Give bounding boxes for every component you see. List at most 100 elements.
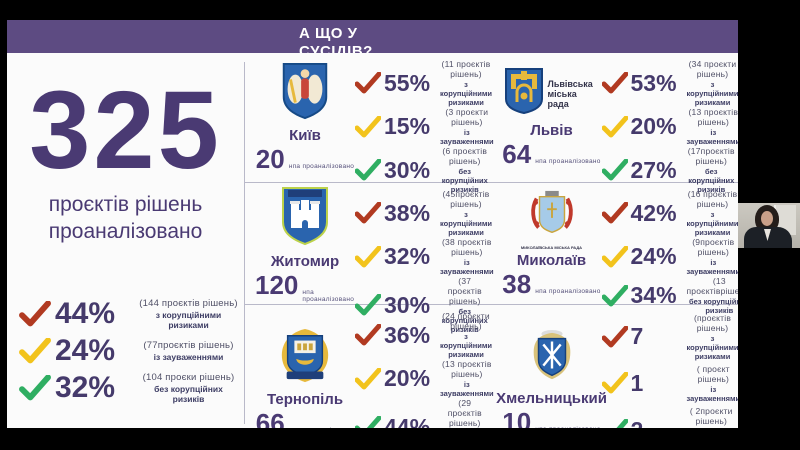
stat-value: 30%	[384, 291, 431, 318]
stat-value: 20%	[630, 113, 677, 139]
stat-note-count: (17проєктів рішень)	[687, 146, 735, 166]
stat-note-desc: з корупційними ризиками	[440, 80, 493, 107]
city-identity: МИКОЛАЇВСЬКА МІСЬКА РАДА Миколаїв 38 нпа…	[502, 187, 602, 302]
city-grid: Київ 20 нпа проаналізовано 55% (11 проєк…	[245, 53, 738, 428]
stat-note-desc: без корупційних ризиків	[688, 167, 735, 194]
stat-row-risks: 53% (34 проєкти рішень) з корупційними р…	[601, 59, 739, 107]
council-label: Львівська міська рада	[547, 78, 593, 109]
stat-note: (37 проєктів рішень) без корупційних риз…	[440, 276, 490, 334]
stat-note: (24 проєкти рішень) з корупційними ризик…	[440, 311, 492, 359]
city-identity: Львівська міська рада Львів 64 нпа проан…	[502, 57, 602, 180]
city-name: Тернопіль	[266, 391, 344, 408]
check-icon	[19, 374, 51, 401]
check-icon	[355, 72, 381, 94]
stat-row-risks: 55% (11 проєктів рішень) з корупційними …	[355, 59, 493, 107]
stat-note-desc: з корупційними ризиками	[686, 210, 739, 237]
stat-note: (29 проєктів рішень) без корупційних риз…	[440, 398, 490, 428]
stat-note: (13 проєктів рішень) із зауваженнями	[687, 107, 739, 146]
total-count: 325	[29, 69, 222, 192]
stat-note-count: (16 проєктів рішень)	[687, 189, 738, 209]
check-icon	[601, 325, 628, 348]
stat-note: (16 проєктів рішень) з корупційними ризи…	[687, 189, 739, 237]
slide-title-line2: СУСІДІВ?	[299, 43, 373, 53]
kyiv-crest-icon	[280, 62, 330, 125]
npa-count: 10	[502, 407, 532, 428]
stat-row-risks: 36% (24 проєкти рішень) з корупційними р…	[355, 311, 492, 359]
stat-value: 1	[630, 369, 644, 396]
npa-caption: нпа проаналізовано	[289, 427, 354, 428]
stat-note: (6 проєктів рішень) без корупційних ризи…	[440, 146, 490, 194]
city-card-mykolaiv: МИКОЛАЇВСЬКА МІСЬКА РАДА Миколаїв 38 нпа…	[491, 183, 739, 315]
stat-note: (45проєктів рішень) з корупційними ризик…	[440, 189, 492, 237]
stat-note-desc: з корупційними ризиками	[440, 332, 493, 359]
city-card-khmelnytskyi: Хмельницький 10 нпа проаналізовано 7 (пр…	[492, 305, 739, 428]
stat-value: 24%	[55, 333, 116, 367]
stat-value: 7	[630, 323, 644, 350]
check-icon	[355, 115, 381, 138]
check-icon	[19, 337, 51, 364]
slide-title: А ЩО У СУСІДІВ?	[299, 25, 373, 53]
stat-value: 15%	[384, 113, 431, 139]
check-icon	[355, 294, 381, 316]
check-icon	[355, 367, 381, 390]
npa-caption: нпа проаналізовано	[535, 158, 601, 165]
slide-header-bar: А ЩО У СУСІДІВ?	[7, 20, 738, 53]
stat-row-clean: 27% (17проєктів рішень) без корупційних …	[601, 146, 737, 194]
stat-note: (3 проєкти рішень) із зауваженнями	[440, 107, 494, 146]
stat-note-desc: з корупційними ризиками	[686, 80, 739, 107]
stat-note-desc: із зауваженнями	[686, 258, 739, 276]
check-icon	[355, 159, 381, 181]
city-stats: 7 (проєктів рішень) з корупційними ризик…	[601, 309, 739, 428]
stat-value: 55%	[384, 69, 431, 96]
npa-count: 38	[502, 269, 532, 299]
council-label: МИКОЛАЇВСЬКА МІСЬКА РАДА	[520, 245, 583, 250]
stat-note-count: ( 2проєкти рішень)	[689, 406, 733, 427]
stat-note: (34 проєкти рішень) з корупційними ризик…	[687, 59, 739, 107]
stat-value: 32%	[55, 370, 116, 404]
city-identity: Тернопіль 66 нпа проаналізовано	[255, 309, 355, 428]
stat-note-count: (29 проєктів рішень)	[447, 398, 482, 428]
stat-note-count: (проєктів рішень)	[693, 312, 732, 333]
stat-value: 44%	[55, 296, 116, 330]
stat-note-count: (24 проєкти рішень)	[442, 311, 490, 331]
check-icon	[602, 419, 628, 428]
stat-note-desc: із зауваженнями	[440, 128, 494, 146]
stat-value: 30%	[384, 156, 431, 183]
khmelnytskyi-crest-icon	[529, 329, 575, 388]
total-caption-line1: проєктів рішень	[48, 193, 203, 216]
stat-value: 36%	[384, 321, 431, 348]
stat-row-clean: 30% (6 проєктів рішень) без корупційних …	[355, 146, 490, 194]
stat-value: 24%	[630, 243, 677, 269]
slide-title-line1: А ЩО У	[299, 25, 358, 42]
presentation-slide: А ЩО У СУСІДІВ? 325 проєктів рішень проа…	[7, 20, 738, 428]
stat-row-risks: 42% (16 проєктів рішень) з корупційними …	[601, 189, 739, 237]
participant-shirt	[764, 229, 771, 241]
npa-caption: нпа проаналізовано	[288, 163, 355, 170]
stat-note: ( проєкт рішень) із зауваженнями	[687, 364, 739, 403]
stat-note: (104 проєки рішень) без корупційних ризи…	[139, 372, 238, 404]
stat-note-count: (13 проєктів рішень)	[442, 359, 492, 379]
check-icon	[601, 202, 628, 224]
stat-note-desc: із зауваженнями	[440, 258, 494, 276]
city-stats: 42% (16 проєктів рішень) з корупційними …	[601, 187, 739, 315]
stat-row-clean: 2 ( 2проєкти рішень) без корупційних риз…	[602, 406, 737, 428]
check-icon	[601, 284, 628, 307]
lviv-crest-icon	[504, 67, 544, 120]
stat-note-count: (11 проєктів рішень)	[441, 59, 491, 79]
webcam-thumbnail[interactable]	[738, 203, 800, 248]
check-icon	[355, 324, 381, 346]
check-icon	[355, 245, 381, 268]
city-card-lviv: Львівська міська рада Львів 64 нпа проан…	[491, 53, 739, 194]
stat-note-count: (34 проєкти рішень)	[688, 59, 737, 79]
stat-note-desc: без корупційних ризиків	[687, 427, 737, 428]
stat-row-remarks: 20% (13 проєктів рішень) із зауваженнями	[355, 359, 494, 398]
city-name: Хмельницький	[496, 390, 607, 407]
stat-note-count: (6 проєктів рішень)	[442, 146, 488, 166]
stat-note-desc: із зауваженнями	[153, 351, 224, 362]
city-stats: 38% (45проєктів рішень) з корупційними р…	[355, 187, 494, 334]
city-card-zhytomyr: Житомир 120 нпа проаналізовано 38% (45пр…	[245, 183, 494, 334]
stat-value: 34%	[630, 282, 677, 308]
stat-row-remarks: 24% (9проєктів рішень) із зауваженнями	[601, 237, 739, 276]
